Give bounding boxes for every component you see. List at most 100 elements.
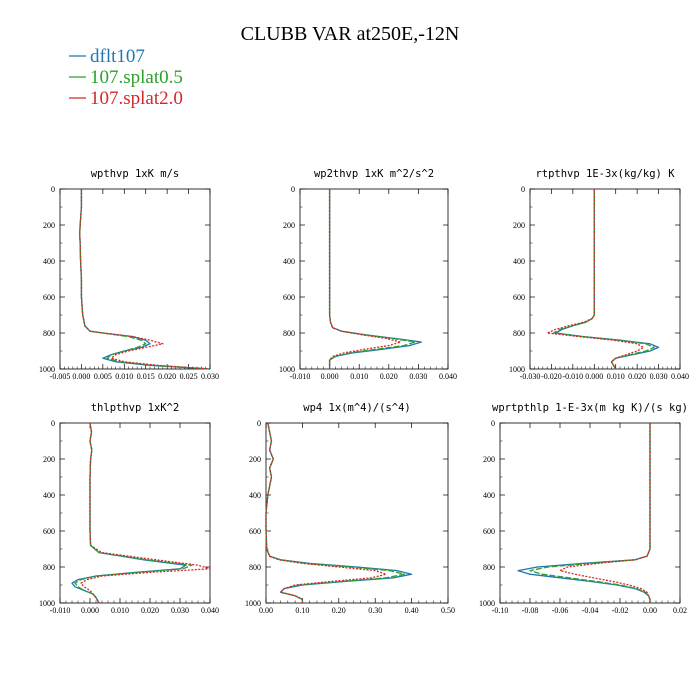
series-line-dflt107 (71, 422, 187, 604)
y-tick-label: 200 (43, 455, 55, 464)
series-line-107-splat2-0 (79, 189, 211, 370)
panel-title: wp4 1x(m^4)/(s^4) (303, 402, 410, 414)
x-tick-label: 0.000 (585, 372, 603, 381)
x-tick-label: 0.025 (180, 372, 198, 381)
panel-title: thlpthvp 1xK^2 (91, 402, 180, 414)
y-tick-label: 800 (249, 563, 261, 572)
x-tick-label: -0.030 (520, 372, 541, 381)
x-tick-label: 0.040 (439, 372, 457, 381)
panel-4: thlpthvp 1xK^2 -0.010 0.000 0.010 0.020 0.030… (39, 402, 219, 615)
y-tick-label: 400 (483, 491, 495, 500)
series-line-107-splat0-5 (265, 422, 405, 603)
plot-frame (299, 188, 449, 370)
x-tick-label: 0.00 (259, 606, 273, 615)
plot-frame (499, 422, 681, 604)
x-tick-label: 0.30 (368, 606, 382, 615)
y-tick-label: 0 (291, 185, 295, 194)
y-tick-label: 1000 (509, 365, 525, 374)
y-tick-label: 400 (43, 257, 55, 266)
x-tick-label: 0.000 (72, 372, 90, 381)
x-tick-label: -0.010 (563, 372, 584, 381)
panel-title: wpthvp 1xK m/s (91, 168, 180, 180)
y-tick-label: 0 (521, 185, 525, 194)
y-tick-label: 1000 (245, 599, 261, 608)
series-line-107-splat2-0 (265, 422, 387, 603)
panel-title: wp2thvp 1xK m^2/s^2 (314, 168, 434, 180)
panel-title: wprtpthlp 1-E-3x(m kg K)/(s kg) (492, 402, 688, 414)
x-tick-label: 0.020 (158, 372, 176, 381)
y-tick-label: 1000 (39, 599, 55, 608)
y-tick-label: 200 (283, 221, 295, 230)
y-tick-label: 200 (43, 221, 55, 230)
x-tick-label: -0.010 (290, 372, 311, 381)
series-line-107-splat2-0 (328, 189, 402, 369)
y-tick-label: 800 (43, 563, 55, 572)
panel-title: rtpthvp 1E-3x(kg/kg) K (535, 168, 675, 180)
series-line-107-splat0-5 (552, 189, 655, 370)
y-tick-label: 200 (513, 221, 525, 230)
y-tick-label: 0 (257, 419, 261, 428)
x-tick-label: 0.030 (650, 372, 668, 381)
panel-2: wp2thvp 1xK m^2/s^2 -0.010 0.000 0.010 0.020… (279, 168, 457, 381)
x-tick-label: -0.08 (522, 606, 539, 615)
x-tick-label: 0.010 (111, 606, 129, 615)
series-line-dflt107 (555, 189, 660, 370)
x-tick-label: 0.02 (673, 606, 687, 615)
series-line-107-splat0-5 (79, 189, 211, 370)
y-tick-label: 400 (513, 257, 525, 266)
y-tick-label: 400 (43, 491, 55, 500)
x-tick-label: 0.005 (94, 372, 112, 381)
y-tick-label: 400 (283, 257, 295, 266)
y-tick-label: 0 (491, 419, 495, 428)
x-tick-label: 0.20 (332, 606, 346, 615)
x-tick-label: 0.020 (380, 372, 398, 381)
y-tick-label: 600 (249, 527, 261, 536)
y-tick-label: 600 (43, 527, 55, 536)
plot-frame (59, 422, 211, 604)
legend-label-dflt107: dflt107 (90, 46, 145, 67)
x-tick-label: 0.030 (171, 606, 189, 615)
y-tick-label: 0 (51, 419, 55, 428)
y-tick-label: 800 (513, 329, 525, 338)
panels: wpthvp 1xK m/s-0.005 0.000 0.005 0.010 0.015… (39, 168, 689, 615)
x-tick-label: -0.02 (612, 606, 629, 615)
series-line-107-splat2-0 (546, 189, 645, 370)
x-tick-label: 0.040 (671, 372, 689, 381)
y-tick-label: 200 (483, 455, 495, 464)
panel-1: wpthvp 1xK m/s -0.005 0.000 0.005 0.010 0.015… (39, 168, 219, 381)
y-tick-label: 1000 (479, 599, 495, 608)
legend: dflt107 107.splat0.5 107.splat2.0 (69, 46, 183, 109)
series-line-dflt107 (517, 423, 651, 603)
x-tick-label: 0.40 (405, 606, 419, 615)
x-tick-label: 0.015 (137, 372, 155, 381)
series-line-dflt107 (328, 189, 423, 369)
y-tick-label: 800 (483, 563, 495, 572)
legend-label-splat20: 107.splat2.0 (90, 88, 183, 109)
x-tick-label: 0.020 (141, 606, 159, 615)
y-tick-label: 1000 (279, 365, 295, 374)
y-tick-label: 600 (283, 293, 295, 302)
y-tick-label: 800 (43, 329, 55, 338)
legend-label-splat05: 107.splat0.5 (90, 67, 183, 88)
series-line-dflt107 (79, 189, 211, 370)
x-tick-label: 0.010 (350, 372, 368, 381)
y-tick-label: 200 (249, 455, 261, 464)
plot-frame (265, 422, 449, 604)
y-tick-label: 1000 (39, 365, 55, 374)
y-tick-label: 400 (249, 491, 261, 500)
y-tick-label: 600 (513, 293, 525, 302)
x-tick-label: 0.030 (409, 372, 427, 381)
x-tick-label: 0.020 (628, 372, 646, 381)
x-tick-label: -0.04 (582, 606, 599, 615)
series-line-dflt107 (265, 422, 413, 603)
y-tick-label: 600 (43, 293, 55, 302)
y-tick-label: 600 (483, 527, 495, 536)
series-line-107-splat0-5 (529, 423, 651, 603)
series-line-107-splat2-0 (80, 422, 211, 604)
x-tick-label: 0.000 (321, 372, 339, 381)
x-tick-label: 0.50 (441, 606, 455, 615)
x-tick-label: -0.020 (541, 372, 562, 381)
x-tick-label: 0.00 (643, 606, 657, 615)
x-tick-label: 0.030 (201, 372, 219, 381)
